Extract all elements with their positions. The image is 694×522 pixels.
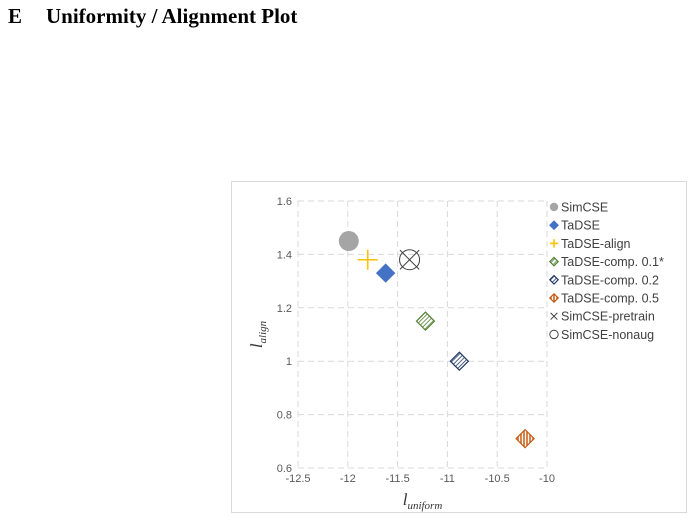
legend-marker-7 — [549, 329, 559, 340]
data-point-4 — [449, 351, 470, 372]
section-heading: E Uniformity / Alignment Plot — [8, 4, 297, 29]
legend-label-2: TaDSE-align — [561, 237, 631, 251]
legend: SimCSE TaDSE TaDSE-align TaDSE-comp. 0.1* Ta… — [548, 201, 664, 342]
scatter-chart: -12.5 -12 -11.5 -11 -10.5 -10 0.6 0.8 1 1.2 1.4 1.6… — [247, 196, 664, 512]
y-tick-label: 1.6 — [277, 196, 292, 208]
x-axis-title-subscript: uniform — [407, 500, 442, 512]
data-point-3 — [415, 311, 436, 331]
x-tick-label: -12 — [340, 473, 356, 485]
axis-titles: luniform lalign — [247, 320, 442, 512]
y-tick-label: 1 — [286, 356, 292, 368]
y-tick-label: 1.4 — [277, 249, 292, 261]
x-tick-label: -12.5 — [285, 473, 310, 485]
legend-marker-5 — [548, 292, 560, 304]
legend-label-7: SimCSE-nonaug — [561, 328, 654, 342]
section-title: Uniformity / Alignment Plot — [46, 4, 298, 28]
data-point-6 — [399, 249, 420, 270]
y-tick-label: 1.2 — [277, 303, 292, 315]
section-number: E — [8, 4, 23, 28]
data-point-0 — [338, 231, 359, 252]
legend-marker-1 — [549, 220, 559, 231]
data-point-1 — [375, 263, 396, 283]
data-points — [338, 231, 535, 449]
legend-label-1: TaDSE — [561, 219, 600, 233]
legend-label-0: SimCSE — [561, 201, 608, 215]
x-tick-label: -10.5 — [485, 473, 510, 485]
data-point-5 — [515, 428, 535, 449]
x-axis-title: luniform — [403, 490, 443, 512]
x-tick-label: -11 — [440, 473, 455, 485]
y-tick-label: 0.8 — [277, 410, 292, 422]
y-axis-title-subscript: align — [257, 320, 269, 343]
legend-marker-4 — [548, 274, 560, 285]
legend-label-5: TaDSE-comp. 0.5 — [561, 292, 659, 306]
data-point-2 — [357, 249, 378, 270]
x-axis-title-main: l — [403, 490, 408, 509]
legend-label-3: TaDSE-comp. 0.1* — [561, 255, 664, 269]
data-point-7 — [399, 249, 421, 271]
chart-frame: -12.5 -12 -11.5 -11 -10.5 -10 0.6 0.8 1 1.2 1.4 1.6… — [231, 181, 687, 513]
legend-marker-3 — [548, 256, 560, 267]
grid — [297, 200, 548, 469]
legend-marker-0 — [549, 202, 559, 212]
tick-labels: -12.5 -12 -11.5 -11 -10.5 -10 0.6 0.8 1 1.2 1.4 1.6 — [277, 196, 555, 485]
y-axis-title-main: l — [247, 343, 266, 348]
legend-marker-2 — [549, 239, 559, 248]
y-tick-label: 0.6 — [277, 463, 292, 475]
x-tick-label: -11.5 — [385, 473, 409, 485]
y-axis-title: lalign — [247, 320, 269, 348]
legend-label-6: SimCSE-pretrain — [561, 310, 655, 324]
legend-label-4: TaDSE-comp. 0.2 — [561, 273, 659, 287]
legend-marker-6 — [550, 312, 558, 320]
x-tick-label: -10 — [539, 473, 555, 485]
